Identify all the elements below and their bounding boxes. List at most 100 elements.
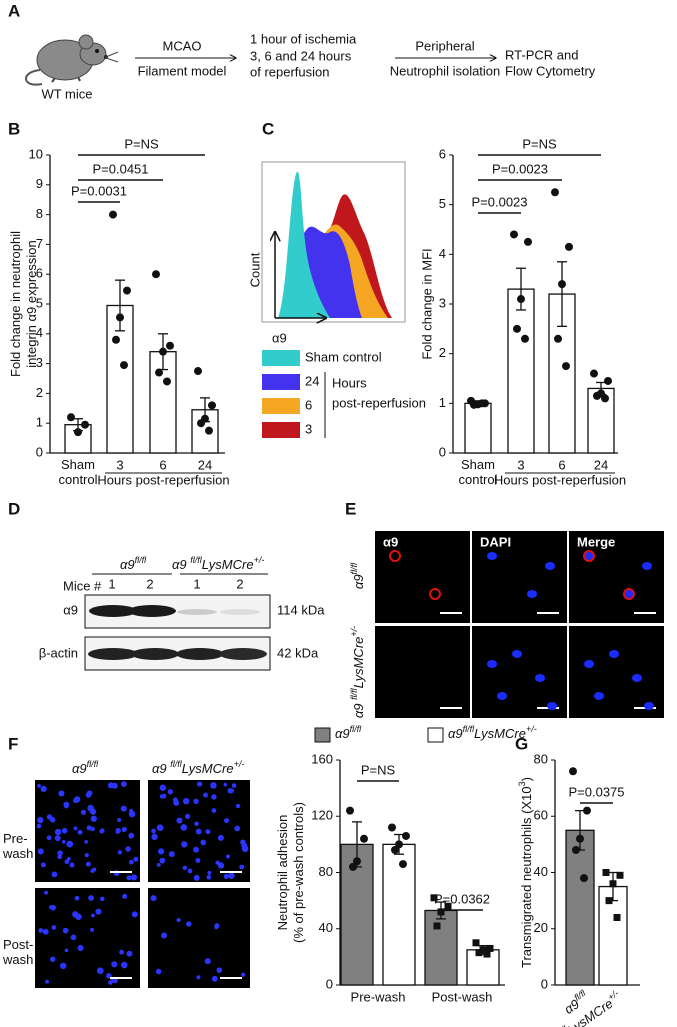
cell [40,785,47,792]
y-tick-label: 6 [36,266,43,281]
data-point [580,874,588,883]
cell [217,834,224,841]
data-point [205,426,213,435]
data-point [562,362,570,371]
micrograph [375,626,470,718]
step-label: MCAO [163,38,202,53]
cell [54,828,62,836]
cell [85,861,91,867]
y-tick-label: 0 [541,976,548,991]
cell [80,809,87,815]
cell [211,808,217,813]
data-point [616,871,624,879]
cell [64,803,69,809]
cell [229,788,234,794]
text-line: Sham [61,457,95,472]
legend-label: 24 [305,373,319,388]
cell [64,948,69,953]
cell [62,927,69,934]
p-value: P=0.0375 [568,784,624,799]
data-point [109,210,117,219]
row-label: α9fl/fl [349,562,366,589]
cell [36,823,42,829]
protein-label: α9 [63,602,78,617]
cell [91,913,95,918]
micrograph [35,888,140,988]
data-point [67,413,75,422]
text-segment: ) [519,777,534,781]
cell [54,835,61,842]
cell [110,978,116,983]
superscript: fl/fl [87,759,100,769]
text-segment: α9 [72,761,87,776]
data-point [565,242,573,251]
cell [186,921,192,927]
x-tick-label: 3 [517,457,524,472]
text-segment: LysMCre [182,761,234,776]
micrograph [375,531,470,623]
text-segment: α9 [351,700,366,718]
cell [84,839,88,844]
cell [196,975,201,980]
legend-label: α9fl/fl [335,724,362,741]
data-point [551,188,559,197]
y-tick-label: 40 [534,864,548,879]
cell [111,961,118,968]
cell [90,927,95,932]
cell [45,979,50,984]
p-value: P=0.0362 [434,891,490,906]
text-line: Transmigrated neutrophils (X103) [517,777,534,968]
band [177,609,217,615]
data-point [208,401,216,410]
cell [77,944,84,951]
data-point [197,419,205,428]
condition: of reperfusion [250,64,330,79]
y-axis-label: Transmigrated neutrophils (X103) [517,777,534,968]
cell [120,781,127,787]
data-point [123,286,131,295]
cell [216,967,223,973]
y-axis-label: Fold change in MFI [419,248,434,359]
y-tick-label: 5 [439,196,446,211]
lane-group-label: Mice # [63,578,102,593]
cell [151,833,158,840]
cell [157,825,164,831]
data-point [569,767,577,776]
channel-label: α9 [383,534,398,549]
x-tick-label: 24 [594,457,608,472]
data-point [81,420,89,429]
cell [176,817,183,824]
cell [130,874,138,881]
cell [121,826,127,833]
data-point [604,376,612,385]
data-point [346,806,354,815]
bar [464,402,492,454]
cell [42,928,49,935]
data-point [388,823,396,832]
band [220,609,260,615]
cell [90,815,97,822]
cell [73,826,78,831]
data-point [524,237,532,246]
readout: RT-PCR and [505,47,578,62]
cell [223,873,229,880]
data-point [593,391,601,400]
column-label: α9fl/fl [72,759,99,776]
y-tick-label: 1 [439,395,446,410]
cell [46,835,52,841]
group-label: Hours post-reperfusion [97,472,229,487]
panel-letter: E [345,499,356,518]
y-tick-label: 8 [36,206,43,221]
y-tick-label: 3 [439,295,446,310]
nucleus [594,692,604,700]
cell [151,828,157,834]
nucleus [497,692,507,700]
cell [159,784,167,791]
band [128,605,176,617]
p-value: P=NS [522,136,557,151]
y-tick-label: 60 [534,808,548,823]
error-bar [557,261,567,328]
step-label: Neutrophil isolation [390,63,501,78]
y-tick-label: 0 [326,976,333,991]
y-tick-label: 9 [36,176,43,191]
